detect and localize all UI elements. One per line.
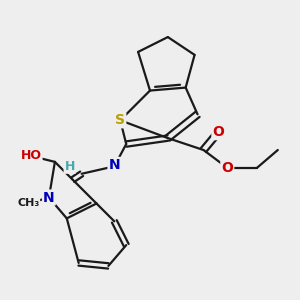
Text: O: O <box>221 161 233 175</box>
Text: H: H <box>64 160 75 173</box>
Text: N: N <box>109 158 120 172</box>
Text: N: N <box>43 190 55 205</box>
Text: O: O <box>212 125 224 139</box>
Text: S: S <box>115 113 125 127</box>
Text: HO: HO <box>21 149 42 162</box>
Text: CH₃: CH₃ <box>17 199 39 208</box>
